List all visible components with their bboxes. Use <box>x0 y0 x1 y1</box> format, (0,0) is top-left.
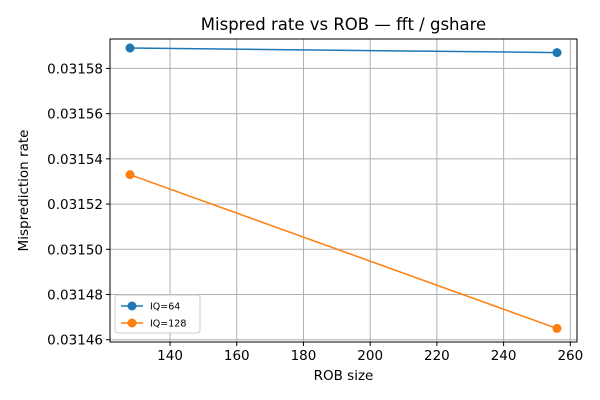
legend-label: IQ=64 <box>150 302 180 313</box>
data-point <box>552 323 562 333</box>
y-tick-label: 0.03150 <box>47 242 103 258</box>
x-tick-label: 240 <box>491 348 517 364</box>
x-tick-label: 220 <box>424 348 450 364</box>
x-tick-label: 260 <box>557 348 583 364</box>
y-tick-label: 0.03146 <box>47 333 103 349</box>
series-0 <box>125 43 562 58</box>
y-tick-label: 0.03148 <box>47 288 103 304</box>
data-point <box>125 43 135 53</box>
y-tick-label: 0.03156 <box>47 107 103 123</box>
legend-item: IQ=128 <box>121 318 186 330</box>
legend: IQ=64 IQ=128 <box>114 294 201 334</box>
axis-ticks: 140 160 180 200 220 240 260 0.03146 0.03148 0.031… <box>47 61 583 364</box>
data-point <box>125 170 135 180</box>
x-axis-title: ROB size <box>314 368 374 384</box>
legend-label: IQ=128 <box>150 319 186 330</box>
x-tick-label: 140 <box>157 348 183 364</box>
legend-swatch-marker <box>127 318 137 328</box>
y-tick-label: 0.03154 <box>47 152 103 168</box>
series-layer <box>125 43 562 333</box>
series-1 <box>125 170 562 333</box>
x-tick-label: 180 <box>291 348 317 364</box>
data-point <box>552 48 562 58</box>
y-tick-label: 0.03158 <box>47 61 103 77</box>
legend-item: IQ=64 <box>121 301 180 313</box>
y-tick-label: 0.03152 <box>47 197 103 213</box>
series-line <box>129 173 558 330</box>
y-axis-title: Misprediction rate <box>16 130 32 252</box>
legend-swatch-marker <box>127 301 137 311</box>
chart-title: Mispred rate vs ROB — fft / gshare <box>201 15 486 34</box>
plot-frame <box>109 38 578 343</box>
series-line <box>130 47 557 54</box>
x-tick-label: 200 <box>357 348 383 364</box>
x-tick-label: 160 <box>224 348 250 364</box>
